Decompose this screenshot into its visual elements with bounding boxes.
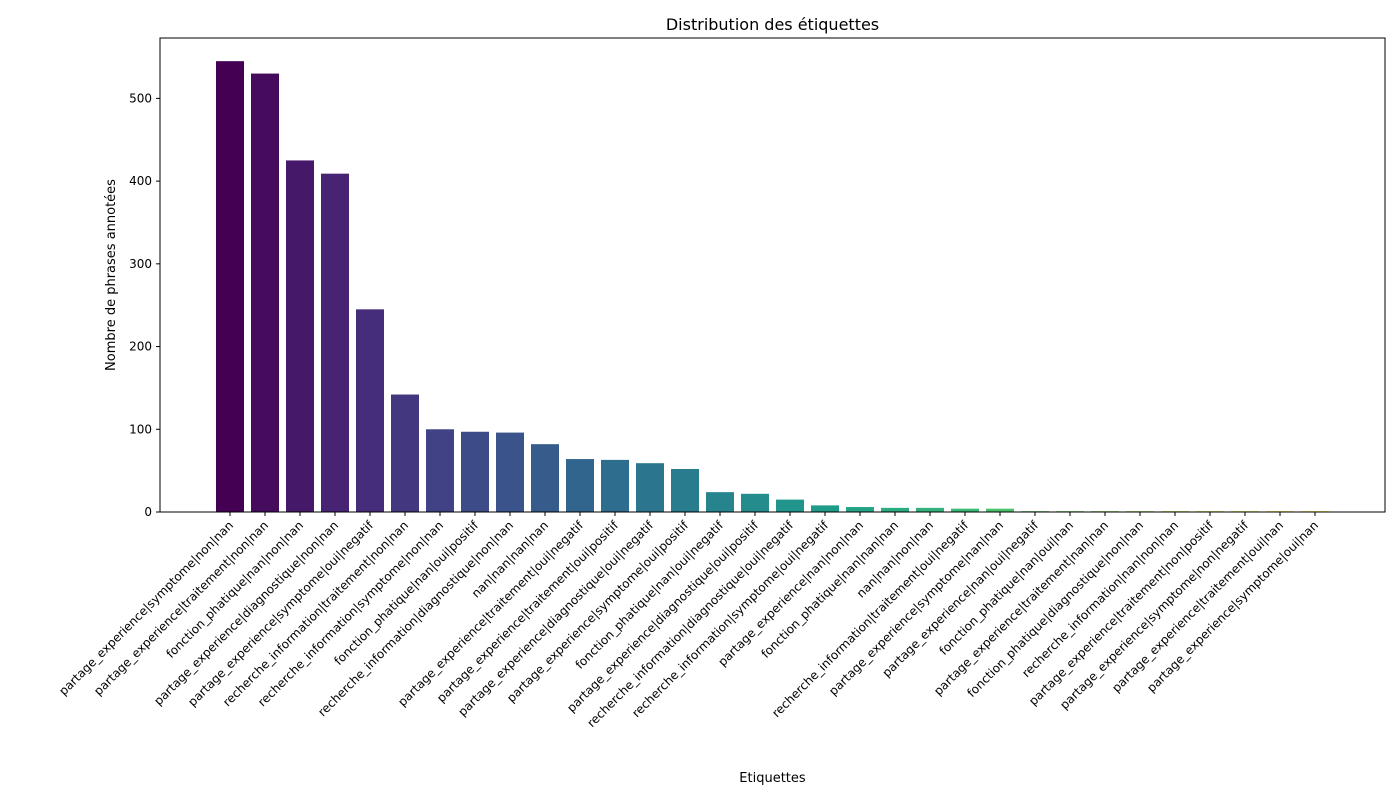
bars-group xyxy=(216,61,1329,513)
bar-10 xyxy=(531,444,559,512)
bar-5 xyxy=(356,309,384,512)
bar-18 xyxy=(811,505,839,512)
y-tick-label: 400 xyxy=(129,174,152,188)
x-axis-label: Etiquettes xyxy=(739,771,806,786)
plot-frame xyxy=(159,37,1386,513)
bar-3 xyxy=(286,160,314,512)
y-axis-label: Nombre de phrases annotées xyxy=(104,179,119,371)
bar-9 xyxy=(496,432,524,512)
bar-13 xyxy=(636,463,664,512)
bar-16 xyxy=(741,493,769,512)
bar-8 xyxy=(461,431,489,512)
y-tick-label: 0 xyxy=(144,505,152,519)
bar-7 xyxy=(426,429,454,512)
bar-1 xyxy=(216,61,244,513)
bar-14 xyxy=(671,468,699,512)
y-axis-ticks: 0 100 200 300 400 500 xyxy=(129,91,160,519)
bar-2 xyxy=(251,73,279,512)
bar-21 xyxy=(916,507,944,512)
y-tick-label: 300 xyxy=(129,257,152,271)
bar-17 xyxy=(776,499,804,512)
chart-title: Distribution des étiquettes xyxy=(666,15,879,34)
y-tick-label: 500 xyxy=(129,91,152,105)
bar-15 xyxy=(706,492,734,512)
bar-12 xyxy=(601,459,629,512)
bar-4 xyxy=(321,173,349,512)
bar-20 xyxy=(881,507,909,512)
bar-22 xyxy=(951,508,979,512)
bar-19 xyxy=(846,507,874,512)
x-axis-ticks: partage_experience|symptome|non|nanparta… xyxy=(56,512,1321,730)
bar-23 xyxy=(986,508,1014,512)
y-tick-label: 100 xyxy=(129,422,152,436)
bar-6 xyxy=(391,394,419,512)
bar-11 xyxy=(566,459,594,512)
y-tick-label: 200 xyxy=(129,340,152,354)
